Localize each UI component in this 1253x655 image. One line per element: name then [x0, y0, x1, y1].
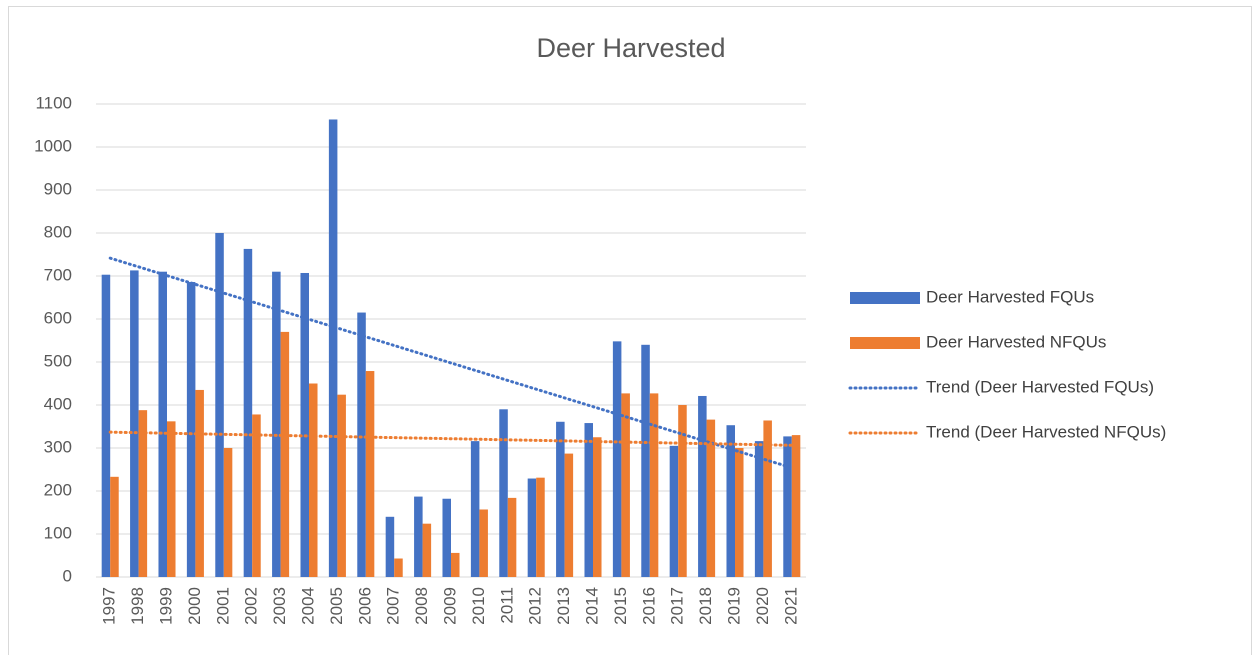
- bar: [451, 552, 460, 577]
- y-tick-label: 1000: [34, 136, 72, 155]
- bar: [223, 448, 233, 577]
- bar: [706, 419, 716, 577]
- bar: [507, 497, 517, 577]
- trend-line: [108, 430, 794, 447]
- x-tick-label: 2010: [469, 587, 488, 625]
- bar: [678, 405, 687, 577]
- legend-swatch: [850, 337, 920, 349]
- bar: [698, 395, 707, 577]
- bar: [138, 410, 148, 577]
- bar: [130, 270, 139, 577]
- x-tick-label: 2017: [668, 587, 687, 625]
- bar: [309, 383, 318, 577]
- bar: [754, 441, 764, 577]
- x-tick-label: 2018: [696, 587, 715, 625]
- legend-label: Deer Harvested FQUs: [926, 287, 1094, 306]
- x-tick-label: 2009: [440, 587, 459, 625]
- bar: [365, 371, 375, 577]
- x-tick-label: 2021: [781, 587, 800, 625]
- y-tick-label: 0: [63, 566, 72, 585]
- bar: [584, 423, 593, 577]
- bar: [527, 478, 537, 577]
- x-tick-label: 2002: [242, 587, 261, 625]
- x-tick-label: 2014: [582, 587, 601, 625]
- x-tick-label: 2013: [554, 587, 573, 625]
- chart-title: Deer Harvested: [536, 33, 725, 63]
- bar: [186, 282, 196, 577]
- bar: [328, 119, 338, 577]
- x-tick-label: 2005: [327, 587, 346, 625]
- bar: [167, 421, 176, 577]
- x-tick-label: 2020: [753, 587, 772, 625]
- bar: [272, 271, 281, 577]
- y-tick-label: 100: [44, 523, 72, 542]
- legend-label: Trend (Deer Harvested NFQUs): [926, 422, 1166, 441]
- bar: [641, 344, 650, 577]
- y-tick-label: 600: [44, 308, 72, 327]
- x-tick-label: 2007: [384, 587, 403, 625]
- x-tick-label: 2012: [526, 587, 545, 625]
- bar: [499, 409, 508, 577]
- bar: [422, 523, 432, 577]
- x-tick-label: 2008: [412, 587, 431, 625]
- y-tick-label: 800: [44, 222, 72, 241]
- bar: [556, 421, 565, 577]
- trend-line: [108, 256, 794, 470]
- bar: [470, 441, 480, 577]
- bar: [215, 233, 224, 577]
- y-tick-label: 300: [44, 437, 72, 456]
- y-tick-label: 1100: [35, 93, 72, 112]
- bar: [300, 272, 309, 577]
- bar: [394, 558, 403, 577]
- bar: [621, 393, 630, 577]
- bar: [101, 274, 111, 577]
- x-tick-label: 2011: [497, 587, 516, 624]
- legend-swatch: [850, 292, 920, 304]
- x-tick-label: 2001: [213, 587, 232, 625]
- x-tick-label: 1998: [128, 587, 147, 625]
- x-tick-label: 2016: [639, 587, 658, 625]
- bar: [763, 420, 772, 577]
- bar: [536, 477, 545, 577]
- bar: [337, 394, 346, 577]
- x-tick-label: 2000: [185, 587, 204, 625]
- bar: [783, 436, 792, 577]
- bar: [791, 435, 801, 577]
- bar: [110, 476, 119, 577]
- bar: [479, 509, 488, 577]
- bar: [442, 498, 451, 577]
- y-tick-label: 700: [44, 265, 72, 284]
- bar: [243, 248, 253, 577]
- bar: [726, 425, 735, 577]
- bar: [669, 445, 679, 577]
- bar: [564, 453, 574, 577]
- bar: [593, 437, 602, 577]
- y-tick-label: 400: [44, 394, 72, 413]
- x-tick-label: 2004: [298, 587, 317, 625]
- bar: [612, 341, 622, 577]
- bar: [280, 331, 290, 577]
- x-tick-label: 2019: [724, 587, 743, 625]
- bar: [195, 389, 204, 577]
- x-tick-label: 2015: [611, 587, 630, 625]
- bar: [735, 448, 744, 577]
- legend-label: Deer Harvested NFQUs: [926, 332, 1106, 351]
- bar: [414, 496, 423, 577]
- bar: [649, 393, 659, 577]
- bar: [158, 271, 167, 577]
- x-tick-label: 2003: [270, 587, 289, 625]
- y-tick-label: 900: [44, 179, 72, 198]
- x-tick-label: 2006: [355, 587, 374, 625]
- legend-label: Trend (Deer Harvested FQUs): [926, 377, 1154, 396]
- y-tick-label: 500: [44, 351, 72, 370]
- x-tick-label: 1999: [156, 587, 175, 625]
- bar: [357, 312, 366, 577]
- y-tick-label: 200: [44, 480, 72, 499]
- x-tick-label: 1997: [100, 587, 119, 625]
- bar: [385, 516, 395, 577]
- bar: [252, 414, 261, 577]
